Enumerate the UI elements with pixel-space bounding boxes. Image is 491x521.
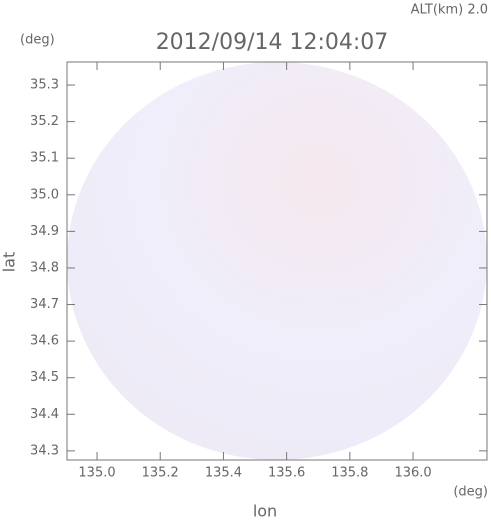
x-tick-label: 135.8 [331,466,368,481]
x-tick-label: 136.0 [394,466,431,481]
y-tick-label: 34.3 [30,443,59,458]
x-tick-label: 135.0 [78,466,115,481]
y-tick-label: 34.9 [30,224,59,239]
plot-frame [66,61,488,461]
altitude-label: ALT(km) 2.0 [411,3,488,18]
y-tick-label: 35.3 [30,78,59,93]
x-tick-label: 135.4 [205,466,242,481]
radar-coverage [67,62,487,460]
y-tick-label: 34.4 [30,407,59,422]
x-tick-label: 135.6 [268,466,305,481]
y-unit: (deg) [20,33,55,48]
y-tick-label: 35.0 [30,187,59,202]
y-tick-label: 35.1 [30,151,59,166]
x-tick-label: 135.2 [142,466,179,481]
y-tick-label: 34.6 [30,334,59,349]
y-axis-label: lat [0,252,19,273]
x-unit: (deg) [453,485,488,500]
chart-title: 2012/09/14 12:04:07 [156,30,389,55]
x-axis-label: lon [253,502,277,521]
y-tick-label: 34.5 [30,370,59,385]
y-tick-label: 35.2 [30,114,59,129]
y-tick-label: 34.8 [30,260,59,275]
y-tick-label: 34.7 [30,297,59,312]
